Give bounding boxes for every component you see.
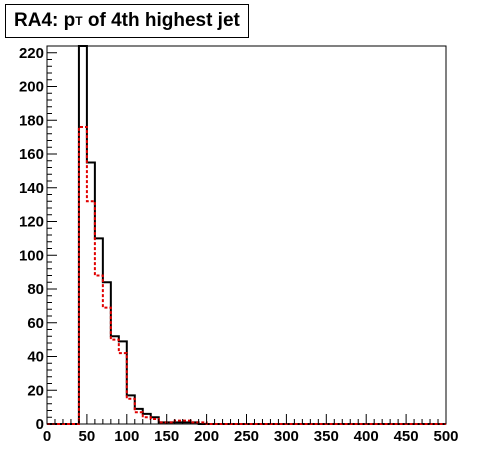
y-tick-label: 180 — [19, 112, 44, 129]
y-tick-label: 20 — [27, 382, 44, 399]
histogram-series-solid — [47, 45, 446, 425]
y-tick-label: 140 — [19, 180, 44, 197]
x-tick-label: 50 — [79, 428, 96, 445]
axis-ticks — [46, 45, 447, 425]
plot-frame — [46, 45, 447, 425]
chart-title-suffix: of 4th highest jet — [82, 10, 240, 31]
y-tick-label: 220 — [19, 45, 44, 62]
histogram-series-dashed — [47, 126, 446, 425]
y-tick-label: 100 — [19, 247, 44, 264]
y-tick-label: 160 — [19, 146, 44, 163]
x-tick-label: 500 — [433, 428, 458, 445]
x-tick-label: 200 — [194, 428, 219, 445]
x-tick-label: 300 — [274, 428, 299, 445]
y-tick-label: 120 — [19, 214, 44, 231]
chart-title-prefix: RA4: p — [14, 10, 76, 31]
x-tick-label: 150 — [154, 428, 179, 445]
x-tick-label: 0 — [43, 428, 51, 445]
x-tick-label: 450 — [394, 428, 419, 445]
y-tick-label: 0 — [36, 416, 44, 433]
chart-title-subscript: T — [75, 14, 83, 28]
x-tick-label: 400 — [354, 428, 379, 445]
y-tick-label: 40 — [27, 349, 44, 366]
x-tick-label: 100 — [114, 428, 139, 445]
x-tick-label: 350 — [314, 428, 339, 445]
histogram-marks — [47, 45, 446, 425]
y-tick-label: 80 — [27, 281, 44, 298]
x-tick-label: 250 — [234, 428, 259, 445]
y-tick-label: 60 — [27, 315, 44, 332]
axis-labels: 0 50 100 150 200 250 300 350 400 450 500 0 20 40 60 80 1… — [19, 45, 459, 445]
y-tick-label: 200 — [19, 79, 44, 96]
